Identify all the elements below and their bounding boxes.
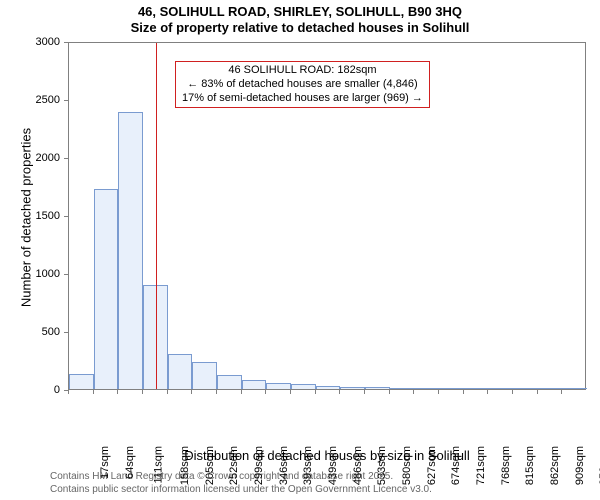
y-tick-label: 1000 (0, 268, 60, 280)
title-line-2: Size of property relative to detached ho… (0, 20, 600, 36)
x-tick-mark (315, 390, 316, 394)
histogram-bar (390, 388, 415, 389)
x-tick-mark (241, 390, 242, 394)
x-tick-mark (561, 390, 562, 394)
x-tick-mark (265, 390, 266, 394)
x-tick-mark (389, 390, 390, 394)
x-tick-label: 580sqm (401, 446, 413, 485)
histogram-bar (316, 386, 341, 389)
x-tick-label: 627sqm (426, 446, 438, 485)
histogram-bar (94, 189, 119, 389)
x-tick-mark (117, 390, 118, 394)
chart-container: 46, SOLIHULL ROAD, SHIRLEY, SOLIHULL, B9… (0, 0, 600, 500)
histogram-bar (488, 388, 513, 389)
histogram-bar (513, 388, 538, 389)
x-tick-label: 111sqm (153, 446, 165, 484)
y-tick-mark (64, 216, 68, 217)
x-tick-label: 299sqm (253, 446, 265, 485)
annotation-line: 17% of semi-detached houses are larger (… (182, 92, 423, 106)
annotation-line: 46 SOLIHULL ROAD: 182sqm (182, 64, 423, 78)
x-tick-label: 252sqm (228, 446, 240, 485)
histogram-bar (266, 383, 291, 389)
x-tick-mark (339, 390, 340, 394)
histogram-bar (217, 375, 242, 389)
y-tick-label: 0 (0, 384, 60, 396)
y-tick-mark (64, 332, 68, 333)
x-tick-label: 909sqm (574, 446, 586, 485)
x-tick-mark (290, 390, 291, 394)
histogram-bar (340, 387, 365, 389)
x-tick-mark (487, 390, 488, 394)
x-tick-mark (93, 390, 94, 394)
x-tick-label: 393sqm (302, 446, 314, 485)
footer-line-2: Contains public sector information licen… (50, 483, 432, 496)
x-tick-label: 486sqm (352, 446, 364, 485)
y-tick-mark (64, 274, 68, 275)
x-tick-label: 768sqm (500, 446, 512, 485)
histogram-bar (291, 384, 316, 389)
x-tick-label: 533sqm (376, 446, 388, 485)
reference-line (156, 43, 157, 389)
title-line-1: 46, SOLIHULL ROAD, SHIRLEY, SOLIHULL, B9… (0, 4, 600, 20)
histogram-bar (168, 354, 193, 389)
histogram-bar (414, 388, 439, 389)
x-tick-label: 17sqm (99, 446, 111, 479)
x-tick-mark (68, 390, 69, 394)
annotation-box: 46 SOLIHULL ROAD: 182sqm← 83% of detache… (175, 61, 430, 108)
histogram-bar (242, 380, 267, 389)
x-tick-mark (413, 390, 414, 394)
y-tick-mark (64, 158, 68, 159)
histogram-bar (192, 362, 217, 389)
histogram-bar (464, 388, 489, 389)
x-tick-label: 346sqm (278, 446, 290, 485)
histogram-bar (365, 387, 390, 389)
x-tick-mark (142, 390, 143, 394)
x-tick-mark (191, 390, 192, 394)
x-tick-label: 862sqm (549, 446, 561, 485)
x-tick-label: 158sqm (179, 446, 191, 485)
x-tick-mark (216, 390, 217, 394)
x-tick-mark (463, 390, 464, 394)
y-tick-mark (64, 42, 68, 43)
y-tick-label: 2000 (0, 152, 60, 164)
x-tick-label: 721sqm (475, 446, 487, 485)
x-tick-label: 439sqm (327, 446, 339, 485)
y-tick-mark (64, 100, 68, 101)
plot-area: 46 SOLIHULL ROAD: 182sqm← 83% of detache… (68, 42, 586, 390)
y-tick-label: 3000 (0, 36, 60, 48)
x-tick-mark (364, 390, 365, 394)
histogram-bar (439, 388, 464, 389)
chart-title: 46, SOLIHULL ROAD, SHIRLEY, SOLIHULL, B9… (0, 4, 600, 35)
annotation-line: ← 83% of detached houses are smaller (4,… (182, 78, 423, 92)
histogram-bar (562, 388, 587, 389)
y-tick-label: 500 (0, 326, 60, 338)
y-tick-label: 2500 (0, 94, 60, 106)
x-tick-label: 674sqm (450, 446, 462, 485)
histogram-bar (538, 388, 563, 389)
histogram-bar (118, 112, 143, 389)
x-tick-mark (438, 390, 439, 394)
y-tick-label: 1500 (0, 210, 60, 222)
histogram-bar (69, 374, 94, 389)
x-tick-mark (512, 390, 513, 394)
x-tick-label: 64sqm (124, 446, 136, 479)
x-tick-mark (167, 390, 168, 394)
x-tick-label: 815sqm (524, 446, 536, 485)
x-tick-mark (537, 390, 538, 394)
x-tick-label: 205sqm (204, 446, 216, 485)
